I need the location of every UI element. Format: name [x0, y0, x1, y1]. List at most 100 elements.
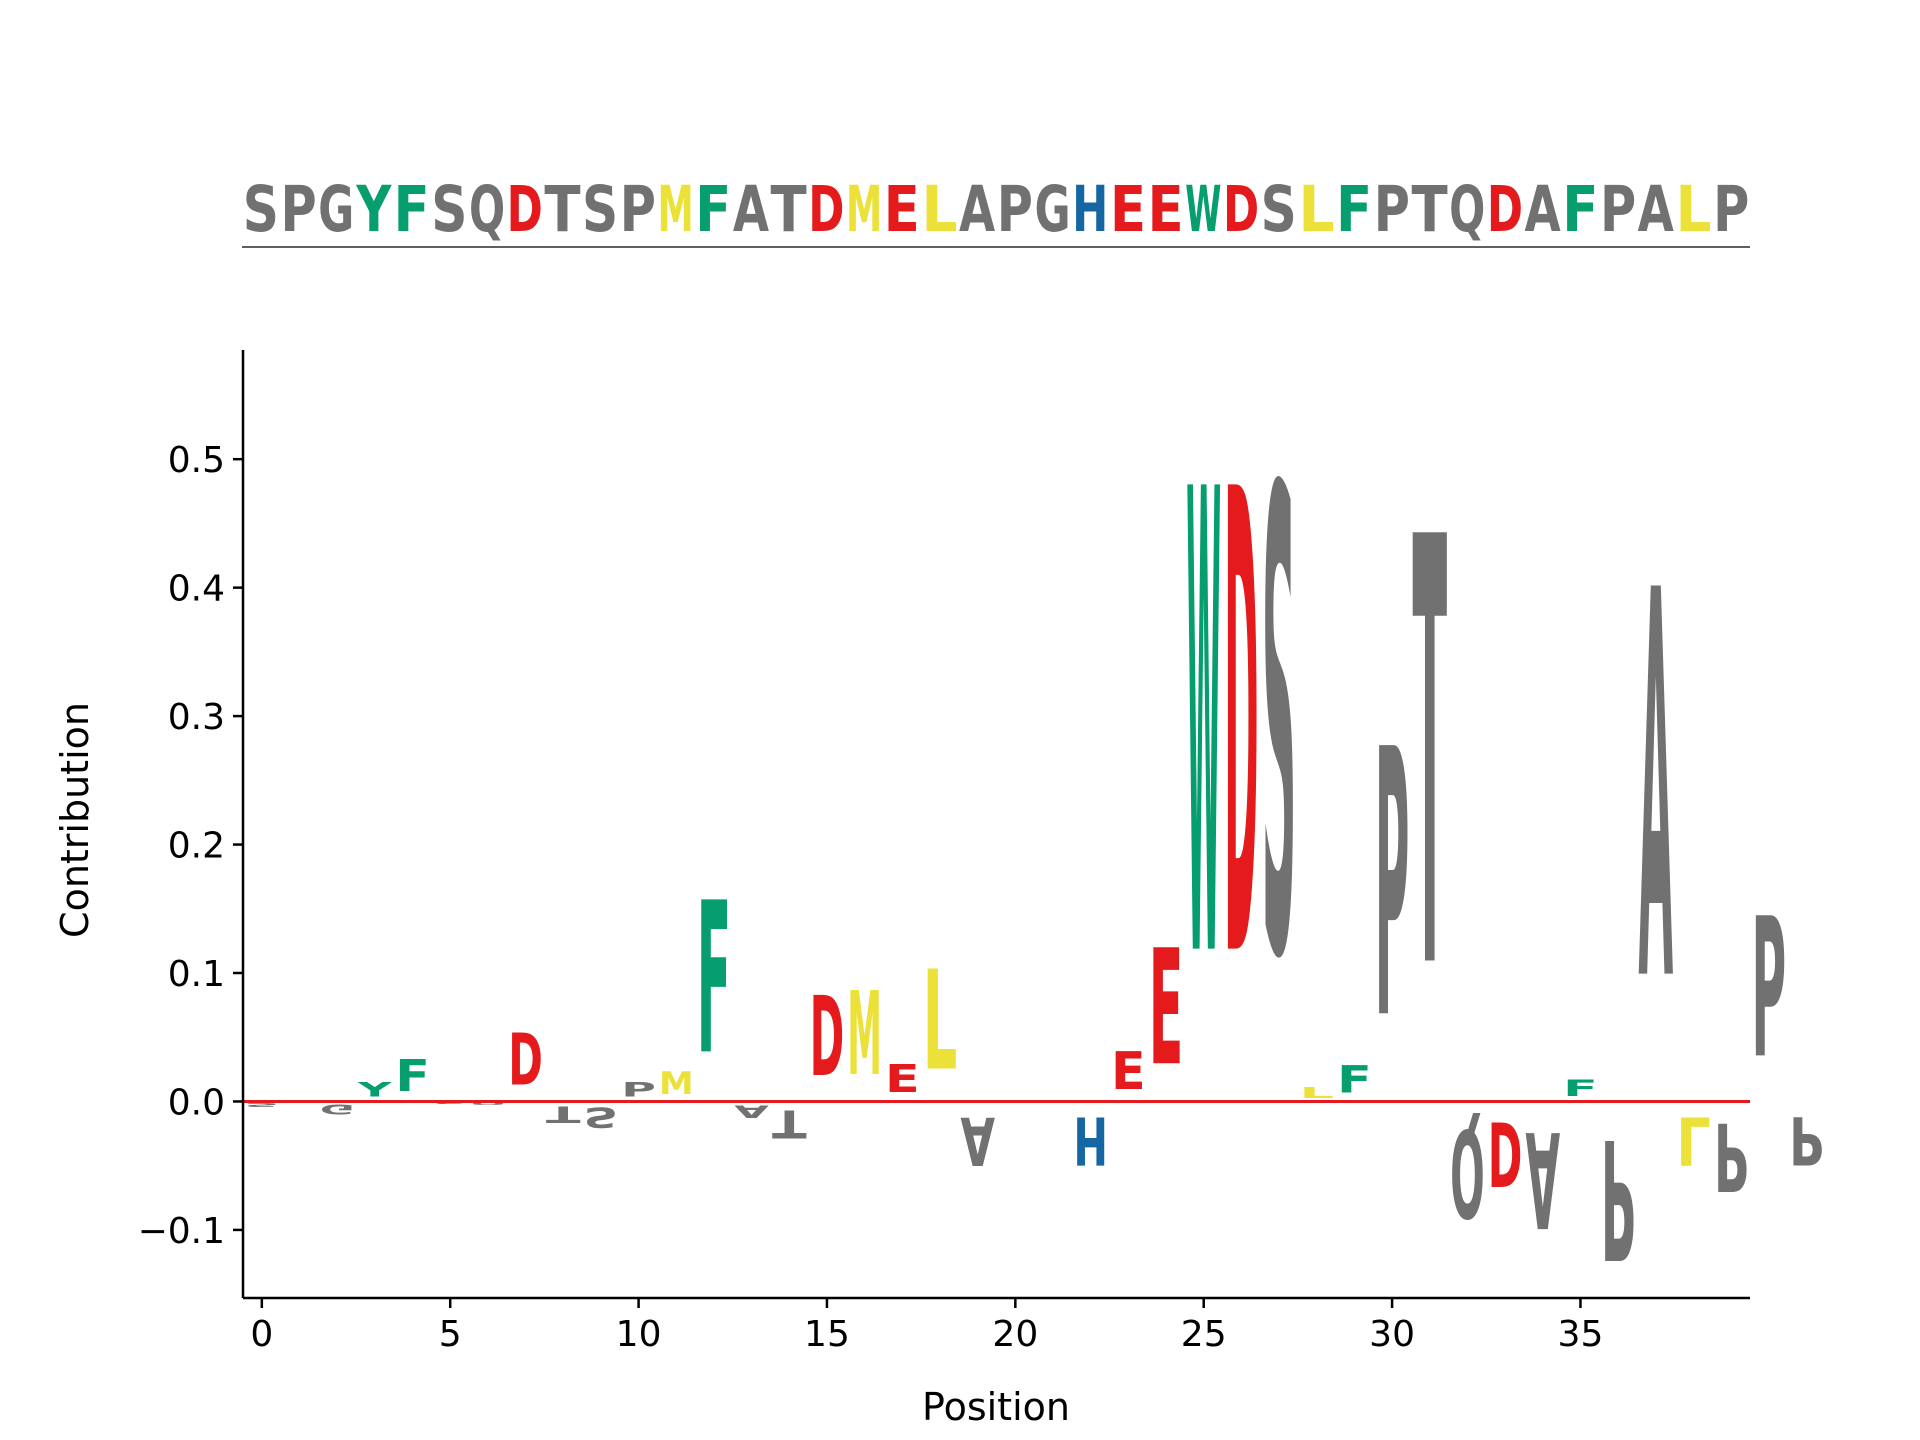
reference-residue-F: F [1336, 172, 1372, 246]
contribution-glyph-F: F [395, 1051, 430, 1102]
reference-residue-F: F [394, 172, 430, 246]
contribution-glyph-S: S [245, 1101, 280, 1107]
contribution-glyph-D: D [810, 973, 845, 1101]
x-tick-label: 25 [1181, 1314, 1227, 1355]
contribution-glyph-S: S [584, 1101, 619, 1133]
reference-residue-F: F [1562, 172, 1598, 246]
contribution-glyph-S: S [1262, 359, 1297, 1099]
reference-residue-L: L [921, 173, 957, 247]
reference-residue-S: S [431, 173, 467, 246]
reference-residue-S: S [243, 173, 279, 246]
y-tick-label: 0.4 [168, 569, 225, 610]
contribution-glyph-D: D [508, 1018, 543, 1101]
reference-residue-D: D [808, 173, 844, 246]
contribution-glyph-P: P [1714, 1101, 1749, 1209]
reference-residue-E: E [1110, 172, 1146, 246]
reference-residue-W: W [1185, 172, 1221, 246]
contribution-glyph-M: M [847, 968, 882, 1102]
reference-residue-A: A [959, 173, 995, 247]
contribution-glyph-L: L [1676, 1101, 1711, 1177]
contribution-glyph-E: E [885, 1056, 920, 1101]
reference-residue-P: P [620, 173, 656, 247]
y-tick-label: −0.1 [138, 1211, 225, 1252]
reference-residue-T: T [771, 172, 807, 246]
contribution-glyph-T: T [1412, 417, 1447, 1100]
reference-residue-L: L [1298, 173, 1334, 247]
contribution-glyph-A: A [1638, 480, 1673, 1100]
contribution-logo-plot: SPGYFSQDTSPMFATDMELAPGHEEWDSLFPTQDAFPALP… [53, 350, 1824, 1429]
reference-residue-H: H [1072, 172, 1108, 246]
contribution-glyph-M: M [659, 1066, 694, 1102]
reference-residue-A: A [1638, 173, 1674, 247]
contribution-glyph-L: L [1299, 1084, 1334, 1102]
reference-residue-D: D [507, 173, 543, 246]
reference-residue-Q: Q [1449, 172, 1485, 246]
y-axis-label: Contribution [53, 702, 97, 938]
reference-residue-M: M [846, 173, 882, 247]
x-tick-label: 10 [616, 1314, 662, 1355]
contribution-glyph-P: P [621, 1078, 656, 1101]
reference-residue-A: A [1525, 173, 1561, 247]
reference-residue-P: P [280, 173, 316, 247]
x-tick-label: 35 [1558, 1314, 1604, 1355]
reference-residue-P: P [997, 173, 1033, 247]
contribution-glyph-P: P [1752, 877, 1787, 1101]
reference-residue-F: F [695, 172, 731, 246]
contribution-glyph-E: E [1149, 915, 1184, 1101]
contribution-glyph-E: E [1111, 1043, 1146, 1102]
contribution-glyph-P: P [1601, 1102, 1636, 1294]
contribution-glyph-Q: Q [471, 1101, 506, 1105]
contribution-glyph-T: T [546, 1101, 581, 1126]
y-axis-ticks: −0.1 0.0 0.1 0.2 0.3 0.4 0.5 [138, 440, 243, 1252]
contribution-glyph-A: A [960, 1101, 995, 1177]
contribution-glyph-L: L [923, 941, 958, 1101]
y-tick-label: 0.0 [168, 1082, 225, 1123]
y-tick-label: 0.5 [168, 440, 225, 481]
x-axis-label: Position [922, 1385, 1070, 1429]
x-axis-ticks: 0 5 10 15 20 25 30 35 [250, 1298, 1603, 1355]
reference-residue-G: G [318, 172, 354, 246]
reference-residue-P: P [1374, 173, 1410, 247]
y-tick-label: 0.3 [168, 697, 225, 738]
reference-residue-P: P [1713, 173, 1749, 247]
contribution-glyph-P: P [1375, 672, 1410, 1100]
x-tick-label: 15 [804, 1314, 850, 1355]
reference-residue-M: M [657, 173, 693, 247]
contribution-glyph-A: A [1525, 1101, 1560, 1254]
reference-residue-Q: Q [469, 172, 505, 246]
reference-residue-T: T [544, 172, 580, 246]
contribution-glyph-A: A [734, 1102, 769, 1121]
contribution-glyph-D: D [1488, 1101, 1523, 1203]
x-tick-label: 20 [992, 1314, 1038, 1355]
contribution-glyph-Y: Y [357, 1079, 393, 1102]
contribution-glyph-P: P [1789, 1101, 1824, 1178]
reference-residue-L: L [1675, 173, 1711, 247]
contribution-glyph-W: W [1186, 360, 1221, 1100]
reference-residue-Y: Y [355, 173, 392, 246]
reference-residue-S: S [582, 173, 618, 246]
reference-residue-E: E [884, 172, 920, 246]
reference-residue-P: P [1600, 173, 1636, 247]
contribution-glyph-T: T [772, 1101, 807, 1146]
x-tick-label: 0 [250, 1314, 273, 1355]
contribution-glyph-H: H [1073, 1102, 1108, 1179]
contribution-glyph-F: F [697, 858, 732, 1101]
contribution-glyph-G: G [320, 1101, 355, 1116]
x-tick-label: 30 [1369, 1314, 1415, 1355]
reference-residue-D: D [1487, 173, 1523, 246]
contribution-glyph-F: F [1563, 1077, 1598, 1102]
reference-residue-D: D [1223, 173, 1259, 246]
y-tick-label: 0.2 [168, 826, 225, 867]
reference-residue-E: E [1148, 172, 1184, 246]
contribution-glyph-F: F [1337, 1058, 1372, 1102]
contribution-glyph-Q: Q [1450, 1101, 1485, 1242]
y-tick-label: 0.1 [168, 954, 225, 995]
reference-residue-S: S [1261, 173, 1297, 246]
x-tick-label: 5 [439, 1314, 462, 1355]
contribution-glyph-D: D [1224, 359, 1259, 1100]
reference-residue-A: A [733, 173, 769, 247]
reference-residue-T: T [1411, 172, 1447, 246]
contribution-glyphs: SPGYFSQDTSPMFATDMELAPGHEEWDSLFPTQDAFPALP… [245, 359, 1824, 1293]
